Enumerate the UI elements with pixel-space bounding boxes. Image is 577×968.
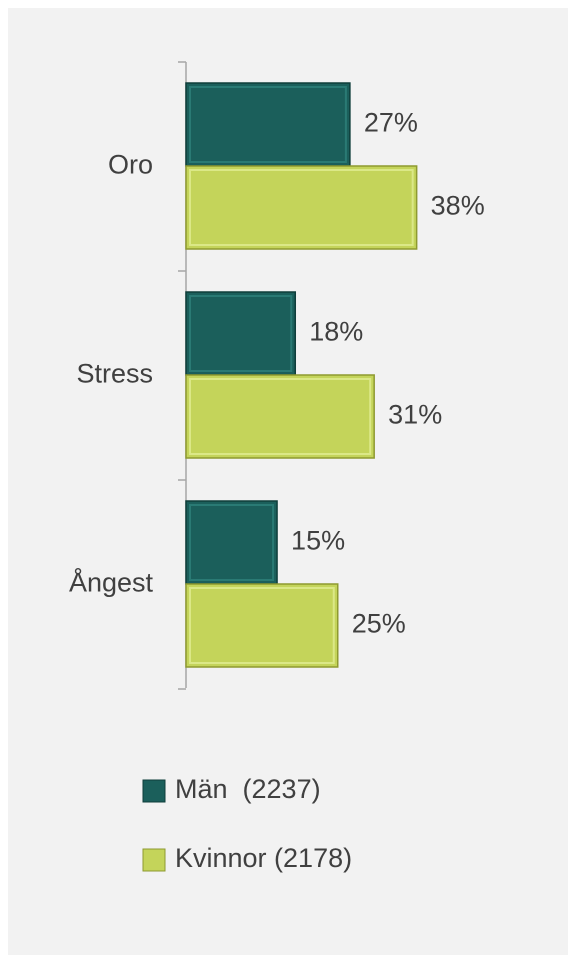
bar-highlight <box>189 295 293 372</box>
bar <box>185 500 278 585</box>
bar-highlight <box>189 587 335 664</box>
legend-label: Kvinnor (2178) <box>175 843 352 873</box>
bar-highlight <box>189 504 275 581</box>
bar-highlight <box>189 86 347 163</box>
value-label: 31% <box>388 400 442 430</box>
value-label: 15% <box>291 526 345 556</box>
bar <box>185 374 375 459</box>
legend-label: Män (2237) <box>175 774 321 804</box>
category-label: Ångest <box>69 567 154 598</box>
legend-swatch <box>142 848 166 872</box>
bar <box>185 291 297 376</box>
bar <box>185 583 339 668</box>
value-label: 27% <box>364 108 418 138</box>
bar <box>185 165 418 250</box>
category-label: Stress <box>76 359 153 389</box>
bar-highlight <box>189 169 414 246</box>
bar <box>185 82 351 167</box>
bar-highlight <box>189 378 372 455</box>
category-label: Oro <box>108 150 153 180</box>
value-label: 38% <box>431 191 485 221</box>
legend-swatch <box>142 779 166 803</box>
value-label: 18% <box>309 317 363 347</box>
value-label: 25% <box>352 609 406 639</box>
